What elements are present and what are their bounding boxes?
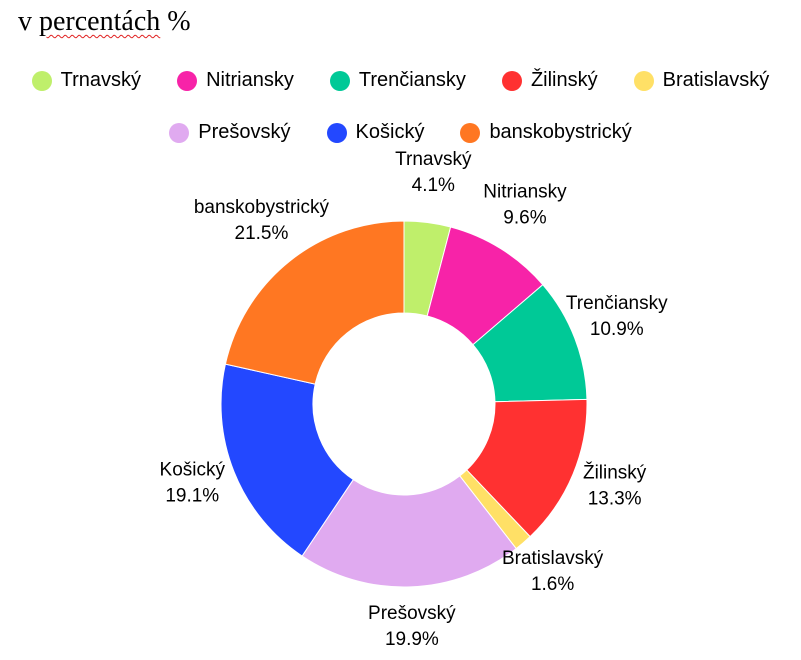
legend-swatch	[177, 70, 198, 91]
legend-swatch	[31, 70, 52, 91]
slice-label-zilinsky: Žilinský 13.3%	[583, 461, 647, 509]
slice-label-presovsky: Prešovský 19.9%	[368, 603, 456, 650]
legend-swatch	[329, 70, 350, 91]
slice-kosicky[interactable]	[220, 363, 355, 557]
legend-row-2: Prešovský Košický banskobystrický	[0, 121, 801, 144]
legend-swatch	[633, 70, 654, 91]
legend-label: Prešovský	[198, 121, 291, 143]
slice-banskobystricky[interactable]	[224, 220, 405, 385]
legend-label: Bratislavský	[662, 69, 770, 91]
legend-label: Nitriansky	[206, 69, 294, 91]
donut-slices	[220, 220, 588, 588]
legend-swatch	[169, 122, 190, 143]
legend-item-kosicky[interactable]: Košický	[326, 121, 425, 144]
legend-swatch	[460, 122, 481, 143]
slice-label-trenciansky: Trenčiansky 10.9%	[566, 293, 668, 340]
title-prefix: v	[18, 6, 39, 37]
title-underlined-word: percentách	[39, 6, 161, 37]
legend-label: Košický	[355, 121, 425, 143]
slice-labels: Trnavský 4.1% Nitriansky 9.6% Trenčiansky 10.…	[160, 149, 669, 650]
legend-item-banskobystricky[interactable]: banskobystrický	[460, 121, 632, 144]
legend-row-1: Trnavský Nitriansky Trenčiansky Žilinský Bra…	[0, 69, 801, 92]
legend-swatch	[501, 70, 522, 91]
slice-label-nitriansky: Nitriansky 9.6%	[483, 182, 567, 229]
slice-label-banskobystricky: banskobystrický 21.5%	[194, 197, 330, 244]
legend-item-bratislavsky[interactable]: Bratislavský	[633, 69, 770, 92]
slice-label-kosicky: Košický 19.1%	[160, 460, 226, 507]
legend-swatch	[326, 122, 347, 143]
legend-item-zilinsky[interactable]: Žilinský	[501, 69, 598, 92]
legend-item-trnavsky[interactable]: Trnavský	[31, 69, 142, 92]
slice-label-trnavsky: Trnavský 4.1%	[395, 149, 472, 196]
legend-item-nitriansky[interactable]: Nitriansky	[177, 69, 294, 92]
chart-title: v percentách %	[18, 6, 191, 38]
legend-item-presovsky[interactable]: Prešovský	[169, 121, 291, 144]
slice-presovsky[interactable]	[301, 475, 517, 588]
legend-item-trenciansky[interactable]: Trenčiansky	[329, 69, 466, 92]
legend-label: banskobystrický	[489, 121, 632, 143]
legend-label: Trenčiansky	[358, 69, 466, 91]
legend-label: Žilinský	[530, 69, 598, 91]
slice-label-bratislavsky: Bratislavský 1.6%	[502, 548, 604, 595]
legend-label: Trnavský	[60, 69, 142, 91]
title-suffix: %	[160, 6, 191, 37]
